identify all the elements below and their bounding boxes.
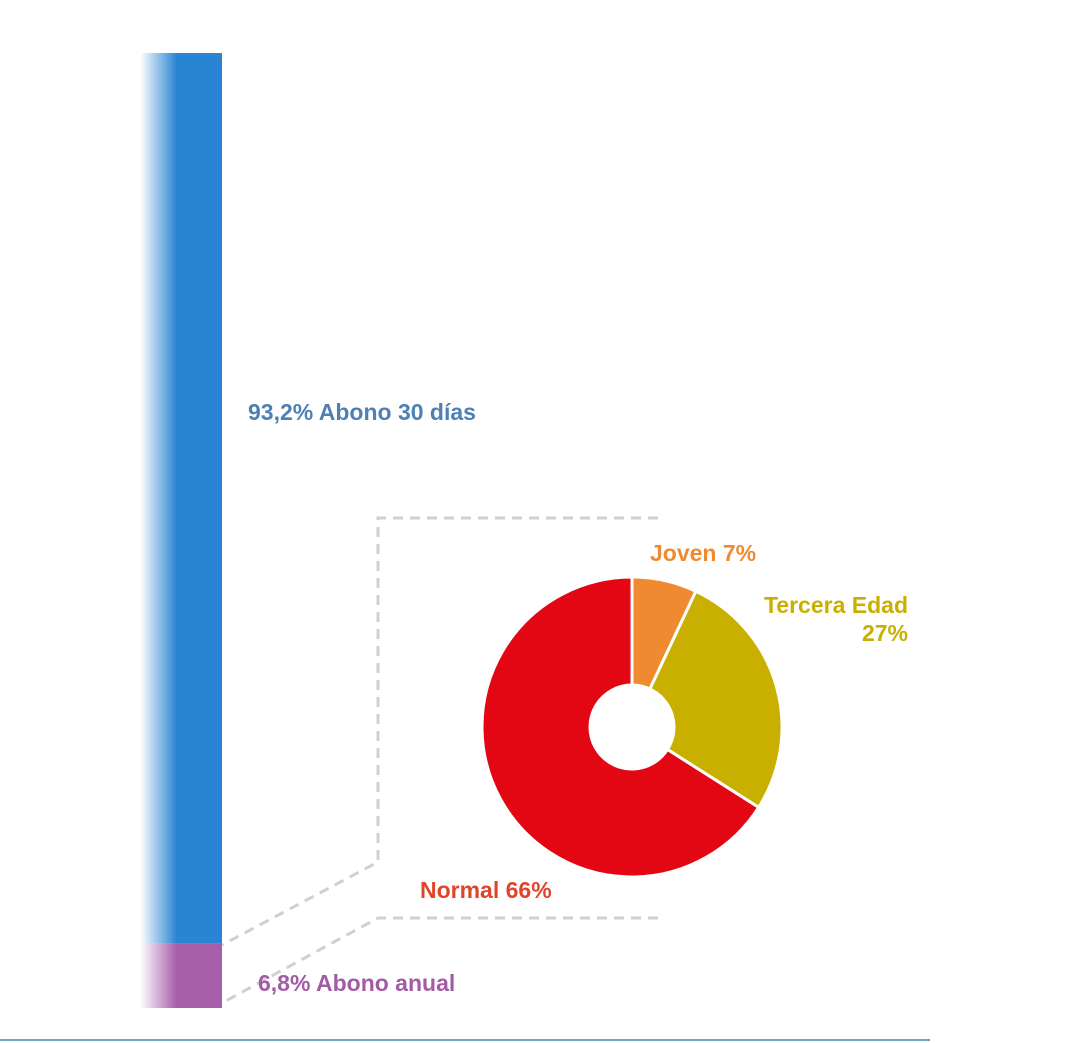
value-label: 7% [722,540,757,566]
donut-slice [480,575,761,879]
value-label: 93,2% [248,399,314,425]
category-label: Normal [420,877,500,903]
bar-segment [140,943,222,1008]
category-label: Tercera Edad [763,592,908,618]
data-label: Normal 66% [420,876,620,904]
category-label: Joven [650,540,717,566]
series-label: Abono anual [315,970,456,996]
donut-slice [647,589,784,810]
series-label: Abono 30 días [318,399,476,425]
value-label: 27% [861,620,908,646]
value-label: 6,8% [258,970,311,996]
connector-bottom [221,916,658,1005]
data-label: Joven 7% [650,539,850,567]
connector-top [221,516,658,947]
value-label: 66% [505,877,552,903]
data-label: Tercera Edad 27% [760,591,908,647]
data-label: 6,8% Abono anual [258,969,658,997]
bar-segment [140,53,222,944]
connector [221,516,658,1005]
data-label: 93,2% Abono 30 días [248,398,648,426]
